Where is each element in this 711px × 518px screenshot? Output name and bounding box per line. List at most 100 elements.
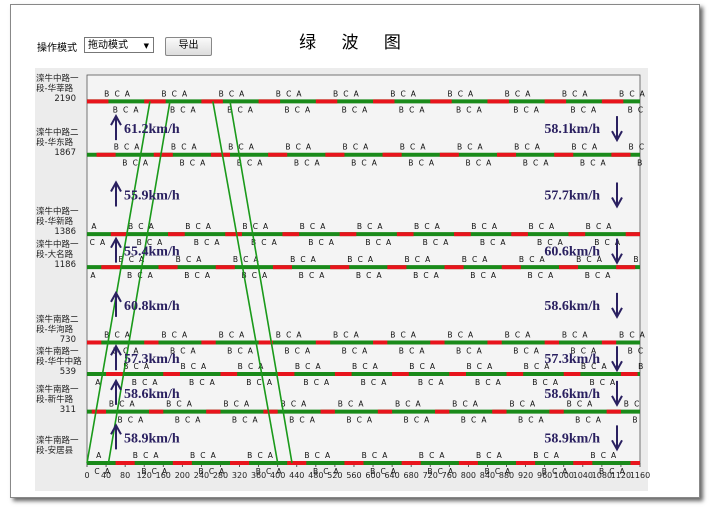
x-tick-label: 640 (384, 471, 399, 480)
phase-label: A (478, 143, 484, 152)
phase-label: C (185, 416, 190, 425)
phase-label: B (447, 89, 452, 98)
phase-label: C (409, 346, 414, 355)
phase-label: A (263, 222, 269, 231)
phase-label: C (352, 346, 357, 355)
down-speed: 58.1km/h (544, 122, 600, 137)
phase-label: B (466, 362, 471, 371)
signal-red (168, 232, 185, 237)
signal-red (210, 152, 231, 157)
phase-label: A (182, 89, 188, 98)
export-button[interactable]: 导出 (165, 37, 212, 56)
signal-red (325, 152, 345, 157)
phase-label: A (554, 451, 560, 460)
x-tick-label: 240 (194, 471, 209, 480)
phase-label: A (248, 105, 254, 114)
phase-label: B (104, 89, 109, 98)
signal-red (172, 461, 192, 465)
phase-label: B (276, 89, 281, 98)
phase-label: B (228, 143, 233, 152)
phase-label: C (138, 222, 143, 231)
phase-label: B (219, 330, 224, 339)
phase-label: A (640, 330, 646, 339)
phase-label: A (191, 346, 197, 355)
phase-label: A (200, 159, 206, 168)
phase-label: C (543, 378, 548, 387)
phase-label: C (601, 451, 606, 460)
phase-label: C (180, 105, 185, 114)
phase-label: B (475, 378, 480, 387)
phase-label: C (353, 143, 358, 152)
signal-red (258, 99, 281, 104)
phase-label: A (187, 400, 193, 409)
phase-label: B (304, 451, 309, 460)
up-speed: 55.4km/h (124, 245, 180, 260)
up-arrow (110, 378, 122, 405)
mode-select[interactable]: 拖动模式 ▼ (84, 37, 154, 53)
phase-label: A (267, 378, 273, 387)
phase-label: B (333, 330, 338, 339)
phase-label: A (530, 400, 536, 409)
phase-label: C (352, 105, 357, 114)
phase-label: C (572, 89, 577, 98)
phase-label: A (306, 143, 312, 152)
down-speed: 58.9km/h (544, 431, 600, 446)
phase-label: B (289, 416, 294, 425)
dropdown-arrow: ▼ (143, 42, 149, 50)
mode-label: 操作模式 (37, 43, 77, 54)
x-tick-label: 1080 (592, 471, 612, 480)
signal-red (430, 340, 445, 345)
phase-label: A (311, 255, 317, 264)
phase-label: C (315, 451, 320, 460)
phase-label: A (258, 362, 264, 371)
phase-label: B (476, 451, 481, 460)
phase-label: A (420, 143, 426, 152)
down-arrow (611, 116, 623, 143)
phase-label: B (619, 89, 624, 98)
phase-label: C (172, 89, 177, 98)
signal-red (163, 372, 180, 377)
phase-label: C (300, 255, 305, 264)
band-line (229, 101, 293, 464)
phase-label: A (201, 362, 207, 371)
up-speed: 58.6km/h (124, 387, 180, 402)
phase-label: C (629, 89, 634, 98)
phase-label: A (424, 416, 430, 425)
phase-label: A (468, 89, 474, 98)
phase-label: A (438, 378, 444, 387)
x-tick-label: 0 (84, 471, 89, 480)
phase-label: B (395, 400, 400, 409)
phase-label: A (481, 416, 487, 425)
intersection-name: 滦牛南路二段-华洵路 (36, 315, 79, 336)
phase-label: A (362, 105, 368, 114)
phase-label: A (276, 467, 282, 476)
phase-label: B (166, 400, 171, 409)
phase-label: B (452, 400, 457, 409)
phase-label: B (343, 143, 348, 152)
intersection-distance: 311 (59, 404, 76, 415)
phase-label: C (634, 400, 639, 409)
phase-label: C (380, 467, 385, 476)
phase-label: C (229, 330, 234, 339)
phase-label: A (100, 238, 106, 247)
phase-label: C (186, 255, 191, 264)
phase-label: A (605, 271, 611, 280)
signal-red (435, 409, 450, 414)
phase-label: A (305, 105, 311, 114)
signal-red (544, 99, 567, 104)
phase-label: B (219, 89, 224, 98)
phase-label: A (553, 378, 559, 387)
phase-label: C (367, 222, 372, 231)
down-speed: 60.6km/h (544, 245, 600, 260)
phase-label: B (132, 378, 137, 387)
signal-red (611, 152, 631, 157)
phase-label: B (104, 330, 109, 339)
phase-label: A (133, 346, 139, 355)
phase-label: C (209, 467, 214, 476)
phase-label: C (547, 238, 552, 247)
phase-label: A (152, 378, 158, 387)
phase-label: C (428, 378, 433, 387)
phase-label: B (589, 378, 594, 387)
phase-label: B (457, 143, 462, 152)
phase-label: A (534, 346, 540, 355)
